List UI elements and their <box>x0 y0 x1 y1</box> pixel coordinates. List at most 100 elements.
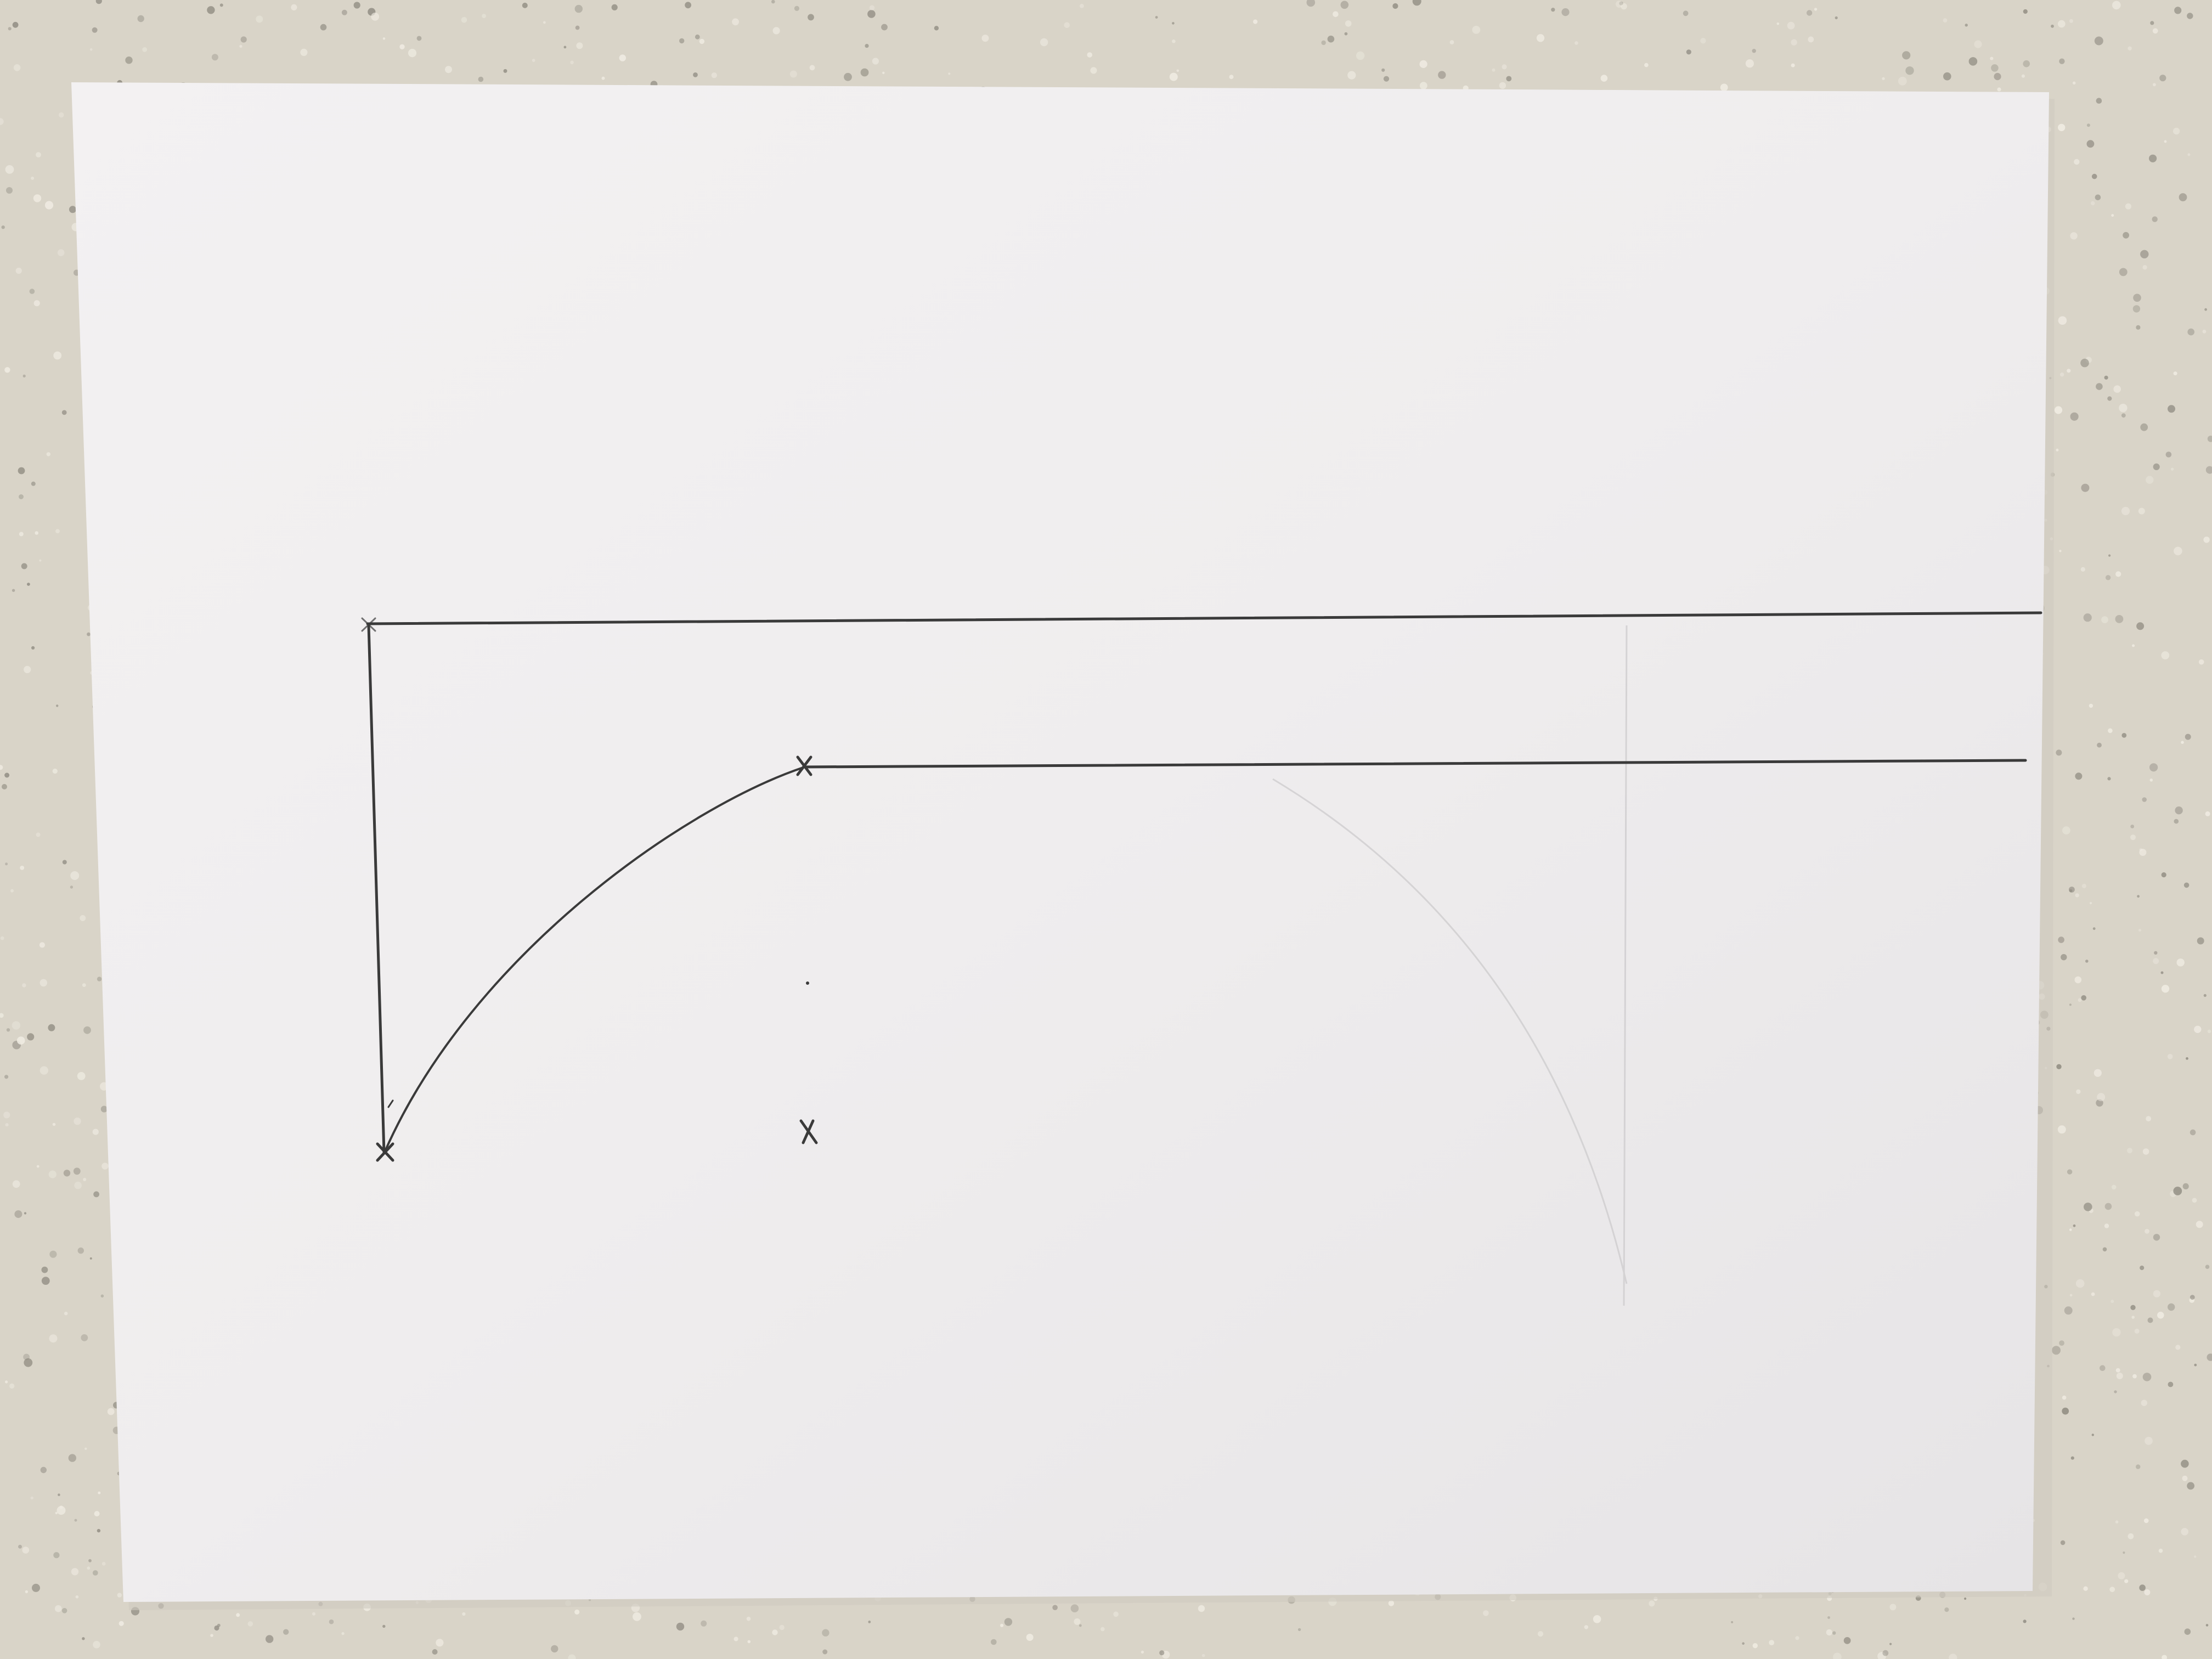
countertop-speck <box>1113 1611 1119 1617</box>
countertop-speck <box>1080 3 1084 8</box>
countertop-speck <box>35 531 38 535</box>
countertop-speck <box>1808 36 1814 43</box>
countertop-speck <box>1731 1621 1734 1623</box>
countertop-speck <box>2170 467 2174 471</box>
countertop-speck <box>1997 87 2001 92</box>
countertop-speck <box>2124 1579 2129 1583</box>
countertop-speck <box>2112 1 2121 10</box>
countertop-speck <box>2138 507 2145 515</box>
countertop-speck <box>822 1649 828 1655</box>
countertop-speck <box>2056 448 2059 452</box>
countertop-speck <box>865 44 869 48</box>
countertop-speck <box>19 532 24 537</box>
countertop-speck <box>41 1277 50 1285</box>
countertop-speck <box>2142 797 2147 802</box>
countertop-speck <box>882 71 885 74</box>
countertop-speck <box>83 1026 91 1034</box>
countertop-speck <box>2134 1328 2140 1334</box>
countertop-speck <box>2139 849 2147 856</box>
countertop-speck <box>2108 728 2113 733</box>
countertop-speck <box>1306 0 1316 7</box>
countertop-speck <box>822 1629 830 1637</box>
countertop-speck <box>2149 154 2157 162</box>
top-horizontal-line <box>366 611 2042 625</box>
countertop-speck <box>2161 872 2166 878</box>
countertop-speck <box>2107 396 2112 401</box>
countertop-speck <box>2161 651 2170 659</box>
countertop-speck <box>1070 1604 1079 1612</box>
countertop-speck <box>48 1024 55 1031</box>
countertop-speck <box>70 885 74 889</box>
countertop-speck <box>532 59 535 62</box>
countertop-speck <box>2187 153 2191 156</box>
countertop-speck <box>211 54 218 61</box>
countertop-speck <box>2051 24 2054 28</box>
countertop-speck <box>382 37 386 40</box>
countertop-speck <box>1905 66 1914 75</box>
faint-arc <box>1272 778 1628 1284</box>
countertop-speck <box>0 936 4 940</box>
countertop-speck <box>2183 882 2190 888</box>
countertop-speck <box>1356 51 1365 60</box>
countertop-speck <box>2064 1306 2073 1315</box>
countertop-speck <box>101 1562 106 1566</box>
countertop-speck <box>55 529 60 534</box>
countertop-speck <box>1600 75 1608 82</box>
countertop-speck <box>1412 0 1421 6</box>
countertop-speck <box>1537 1631 1544 1637</box>
countertop-speck <box>21 563 27 569</box>
countertop-speck <box>93 1641 100 1649</box>
countertop-speck <box>2179 193 2187 201</box>
countertop-speck <box>27 583 30 586</box>
countertop-speck <box>2078 998 2082 1002</box>
countertop-speck <box>2080 567 2085 572</box>
countertop-speck <box>1686 49 1691 55</box>
countertop-speck <box>711 72 718 78</box>
countertop-speck <box>1141 1650 1144 1654</box>
countertop-speck <box>2104 1223 2109 1228</box>
faint-vertical-line <box>1623 625 1628 1306</box>
countertop-speck <box>1340 1 1349 9</box>
countertop-speck <box>2140 1265 2145 1271</box>
countertop-speck <box>2131 1316 2135 1319</box>
countertop-speck <box>685 2 691 9</box>
countertop-speck <box>33 194 42 202</box>
countertop-speck <box>3 1111 10 1119</box>
countertop-speck <box>31 481 36 486</box>
countertop-speck <box>31 176 35 180</box>
countertop-speck <box>1991 64 1999 72</box>
countertop-speck <box>0 1013 4 1018</box>
countertop-speck <box>695 34 700 40</box>
countertop-speck <box>2094 1069 2102 1077</box>
countertop-speck <box>74 1519 77 1522</box>
countertop-speck <box>2091 173 2097 179</box>
countertop-speck <box>2181 1459 2189 1468</box>
countertop-speck <box>2081 884 2086 888</box>
countertop-speck <box>2102 1247 2107 1252</box>
countertop-speck <box>1965 24 1968 27</box>
countertop-speck <box>2136 1464 2141 1469</box>
countertop-speck <box>2111 214 2114 217</box>
countertop-speck <box>69 206 76 213</box>
countertop-speck <box>2111 1300 2114 1304</box>
countertop-speck <box>2133 294 2141 302</box>
countertop-speck <box>94 1511 100 1517</box>
countertop-speck <box>2096 1099 2103 1107</box>
countertop-speck <box>312 1612 315 1616</box>
countertop-speck <box>2167 1054 2173 1059</box>
curved-line <box>384 766 806 1152</box>
countertop-speck <box>1882 77 1885 80</box>
countertop-speck <box>2140 250 2149 258</box>
countertop-speck <box>1345 20 1352 27</box>
countertop-speck <box>22 1547 30 1554</box>
countertop-speck <box>1198 1605 1205 1612</box>
countertop-speck <box>611 4 618 11</box>
countertop-speck <box>1438 71 1446 79</box>
countertop-speck <box>40 979 48 987</box>
countertop-speck <box>100 1294 104 1298</box>
countertop-speck <box>2204 308 2208 311</box>
countertop-speck <box>2052 1346 2061 1355</box>
countertop-speck <box>2067 1169 2073 1175</box>
countertop-speck <box>789 70 797 78</box>
countertop-speck <box>87 1566 91 1570</box>
